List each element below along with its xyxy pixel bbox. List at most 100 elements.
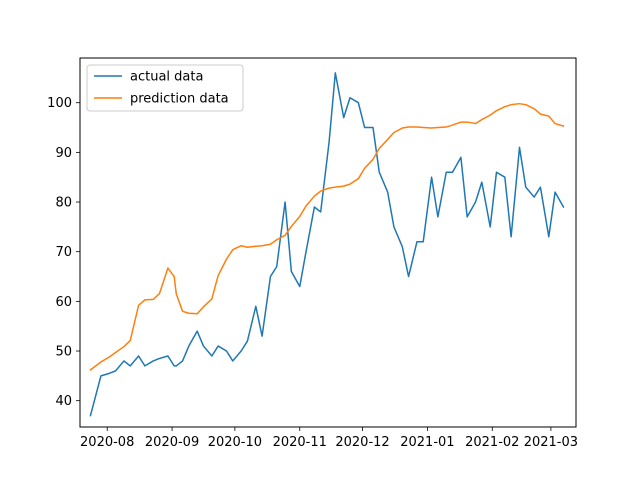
plot-lines: [89, 71, 565, 417]
data-point: [275, 238, 278, 241]
data-point: [261, 335, 264, 338]
data-point: [290, 270, 293, 273]
data-point: [246, 340, 249, 343]
data-point: [533, 196, 536, 199]
data-point: [445, 171, 448, 174]
legend-label: prediction data: [130, 92, 229, 107]
data-point: [459, 121, 462, 124]
x-tick-label: 2020-08: [80, 435, 134, 450]
data-point: [401, 245, 404, 248]
x-tick-label: 2020-10: [208, 435, 262, 450]
plot-frame: [79, 57, 577, 428]
legend: actual data prediction data: [86, 64, 244, 112]
data-point: [451, 124, 454, 127]
data-point: [480, 118, 483, 121]
data-point: [547, 115, 550, 118]
data-point: [334, 71, 337, 74]
y-tick-label: 50: [55, 345, 72, 360]
legend-box: [86, 64, 244, 112]
data-point: [89, 368, 92, 371]
data-point: [489, 114, 492, 117]
data-point: [181, 310, 184, 313]
data-point: [313, 205, 316, 208]
data-point: [114, 351, 117, 354]
data-point: [495, 109, 498, 112]
data-point: [489, 225, 492, 228]
data-point: [175, 292, 178, 295]
data-point: [225, 258, 228, 261]
data-point: [210, 354, 213, 357]
data-point: [415, 240, 418, 243]
data-point: [328, 141, 331, 144]
data-point: [407, 275, 410, 278]
data-point: [166, 267, 169, 270]
data-point: [202, 345, 205, 348]
data-point: [503, 176, 506, 179]
data-point: [143, 298, 146, 301]
x-tick-label: 2020-12: [335, 435, 389, 450]
data-point: [269, 275, 272, 278]
x-tick-label: 2020-11: [273, 435, 327, 450]
data-point: [290, 225, 293, 228]
data-point: [378, 171, 381, 174]
data-point: [348, 96, 351, 99]
data-point: [319, 210, 322, 213]
series-line-actual-data: [89, 72, 565, 417]
data-point: [422, 240, 425, 243]
data-point: [451, 171, 454, 174]
y-tick-label: 40: [55, 394, 72, 409]
data-point: [108, 355, 111, 358]
data-point: [466, 121, 469, 124]
data-point: [372, 126, 375, 129]
data-point: [254, 245, 257, 248]
data-point: [158, 357, 161, 360]
data-point: [143, 364, 146, 367]
data-point: [313, 195, 316, 198]
data-point: [108, 372, 111, 375]
x-axis: 2020-08 2020-09 2020-10 2020-11 2020-12 2021-…: [80, 427, 578, 450]
data-point: [152, 359, 155, 362]
data-point: [459, 156, 462, 159]
data-point: [518, 102, 521, 105]
data-point: [89, 414, 92, 417]
data-point: [99, 360, 102, 363]
data-point: [436, 126, 439, 129]
data-point: [554, 122, 557, 125]
data-point: [503, 105, 506, 108]
data-point: [231, 248, 234, 251]
data-point: [298, 285, 301, 288]
legend-label: actual data: [130, 70, 203, 85]
data-point: [261, 244, 264, 247]
data-point: [225, 350, 228, 353]
data-point: [363, 126, 366, 129]
data-point: [158, 292, 161, 295]
data-point: [480, 181, 483, 184]
x-tick-label: 2021-01: [400, 435, 454, 450]
data-point: [217, 274, 220, 277]
series-line-prediction-data: [89, 102, 565, 371]
data-point: [415, 126, 418, 129]
data-point: [518, 146, 521, 149]
data-point: [348, 183, 351, 186]
data-point: [562, 205, 565, 208]
data-point: [187, 345, 190, 348]
data-point: [510, 103, 513, 106]
data-point: [474, 201, 477, 204]
data-point: [430, 176, 433, 179]
data-point: [275, 265, 278, 268]
data-point: [363, 167, 366, 170]
data-point: [436, 215, 439, 218]
data-point: [122, 345, 125, 348]
data-point: [99, 374, 102, 377]
data-point: [524, 103, 527, 106]
data-point: [254, 305, 257, 308]
data-point: [539, 113, 542, 116]
data-point: [298, 215, 301, 218]
data-point: [445, 126, 448, 129]
data-point: [378, 147, 381, 150]
data-point: [217, 345, 220, 348]
data-point: [328, 187, 331, 190]
data-point: [386, 191, 389, 194]
y-tick-label: 80: [55, 196, 72, 211]
data-point: [547, 235, 550, 238]
